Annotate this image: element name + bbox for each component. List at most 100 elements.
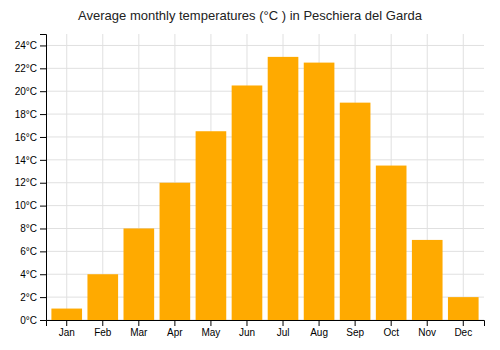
bar	[160, 183, 191, 320]
bar	[124, 228, 155, 320]
y-tick-label: 8°C	[20, 223, 37, 234]
bar	[87, 274, 118, 320]
x-tick-label: Jun	[239, 327, 255, 338]
y-tick-mark	[40, 137, 46, 138]
x-tick-label: May	[201, 327, 220, 338]
grid-line	[46, 91, 484, 92]
x-tick-mark	[102, 320, 103, 326]
x-tick-mark	[463, 320, 464, 326]
bar	[376, 166, 407, 320]
y-tick-mark	[40, 114, 46, 115]
y-tick-label: 4°C	[20, 269, 37, 280]
x-tick-label: Apr	[167, 327, 183, 338]
x-tick: Nov	[418, 320, 436, 338]
y-tick-mark	[40, 91, 46, 92]
y-tick-label: 16°C	[15, 132, 37, 143]
x-tick-mark	[319, 320, 320, 326]
grid-line	[46, 182, 484, 183]
y-tick: 0°C	[20, 315, 46, 326]
bar	[196, 131, 227, 320]
bar	[340, 103, 371, 320]
x-tick-label: Dec	[454, 327, 472, 338]
y-tick-mark	[40, 228, 46, 229]
y-tick-label: 24°C	[15, 40, 37, 51]
x-tick: Feb	[94, 320, 112, 338]
y-tick: 10°C	[15, 200, 46, 211]
x-tick-mark	[66, 320, 67, 326]
x-tick: May	[201, 320, 220, 338]
x-tick-mark	[138, 320, 139, 326]
x-tick: Jan	[59, 320, 75, 338]
y-tick-label: 14°C	[15, 155, 37, 166]
x-tick-label: Oct	[383, 327, 399, 338]
y-tick: 22°C	[15, 63, 46, 74]
y-tick: 18°C	[15, 109, 46, 120]
y-tick-label: 2°C	[20, 292, 37, 303]
y-tick: 16°C	[15, 132, 46, 143]
x-tick-label: Aug	[310, 327, 328, 338]
grid-line	[46, 68, 484, 69]
grid-line	[46, 114, 484, 115]
y-tick-label: 0°C	[20, 315, 37, 326]
y-tick: 4°C	[20, 269, 46, 280]
x-tick-label: Sep	[346, 327, 364, 338]
y-tick-mark	[40, 45, 46, 46]
y-tick-label: 20°C	[15, 86, 37, 97]
x-tick-label: Jan	[59, 327, 75, 338]
y-tick-mark	[40, 160, 46, 161]
y-tick-mark	[40, 320, 46, 321]
bar	[268, 57, 299, 320]
y-tick: 6°C	[20, 246, 46, 257]
x-tick: Dec	[454, 320, 472, 338]
y-tick-mark	[40, 206, 46, 207]
y-axis: 0°C 2°C 4°C 6°C 8°C 10°C 12°C 14°C 16°C 18°C 20°C 2…	[15, 35, 47, 326]
x-tick: Apr	[167, 320, 183, 338]
x-tick-mark	[427, 320, 428, 326]
grid-line	[46, 45, 484, 46]
bar	[232, 85, 263, 320]
grid-line	[66, 34, 67, 320]
x-tick-mark	[210, 320, 211, 326]
grid	[46, 34, 484, 320]
bar	[304, 63, 335, 320]
y-tick-mark	[40, 297, 46, 298]
y-tick-label: 10°C	[15, 200, 37, 211]
plot: Jan Feb Mar Apr May Jun Jul Aug Sep Oct Nov Dec 0°C 2…	[15, 34, 485, 338]
bar	[448, 297, 479, 320]
bar	[412, 240, 443, 320]
x-tick-label: Feb	[94, 327, 112, 338]
y-tick-mark	[40, 183, 46, 184]
y-tick: 24°C	[15, 40, 46, 51]
grid-line	[46, 159, 484, 160]
x-tick: Jun	[239, 320, 255, 338]
y-tick: 20°C	[15, 86, 46, 97]
bar	[51, 309, 82, 320]
y-tick: 14°C	[15, 155, 46, 166]
y-tick-mark	[40, 68, 46, 69]
x-tick: Mar	[130, 320, 148, 338]
y-axis-line	[40, 35, 47, 321]
x-tick-mark	[174, 320, 175, 326]
y-tick-label: 18°C	[15, 109, 37, 120]
x-tick: Aug	[310, 320, 328, 338]
x-axis: Jan Feb Mar Apr May Jun Jul Aug Sep Oct Nov Dec	[47, 320, 485, 338]
y-tick: 2°C	[20, 292, 46, 303]
x-tick-label: Jul	[277, 327, 290, 338]
grid-line	[46, 136, 484, 137]
bars	[51, 57, 478, 320]
x-tick-mark	[355, 320, 356, 326]
grid-line	[46, 205, 484, 206]
y-tick-label: 22°C	[15, 63, 37, 74]
grid-line	[46, 228, 484, 229]
x-tick: Jul	[277, 320, 290, 338]
x-tick: Sep	[346, 320, 364, 338]
x-axis-line	[47, 321, 485, 327]
y-tick-label: 6°C	[20, 246, 37, 257]
x-tick-mark	[283, 320, 284, 326]
y-tick: 8°C	[20, 223, 46, 234]
x-tick-label: Mar	[130, 327, 148, 338]
y-tick-mark	[40, 274, 46, 275]
y-tick-label: 12°C	[15, 177, 37, 188]
title: Average monthly temperatures (°C ) in Pe…	[78, 8, 423, 23]
y-tick-mark	[40, 251, 46, 252]
